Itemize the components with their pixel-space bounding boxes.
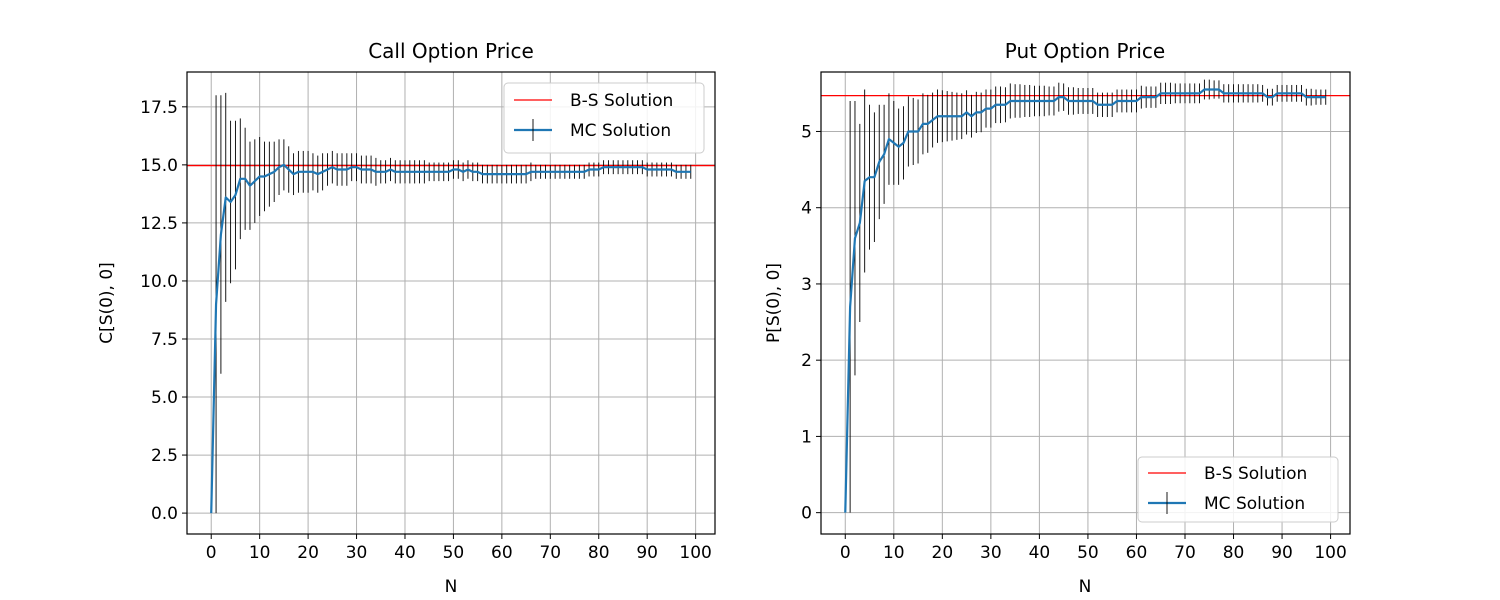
call-plot-frame — [186, 71, 716, 535]
call-x-tick-label: 70 — [539, 543, 561, 563]
put-y-tick-label: 3 — [801, 275, 812, 295]
call-chart-title: Call Option Price — [368, 39, 534, 63]
call-y-tick-label: 5.0 — [151, 388, 178, 408]
call-y-tick-label: 7.5 — [151, 330, 178, 350]
call-y-tick-label: 0.0 — [151, 504, 178, 524]
call-mc-series-line — [210, 163, 691, 514]
put-y-axis-label: P[S(0), 0] — [764, 263, 784, 343]
put-ticks: 0 10 20 30 40 50 60 70 80 90 100 0 1 2 3 4 5 — [801, 122, 1347, 563]
put-y-tick-label: 5 — [801, 122, 812, 142]
put-x-tick-label: 10 — [883, 543, 905, 563]
put-mc-series-line — [844, 88, 1326, 513]
put-x-tick-label: 80 — [1223, 543, 1245, 563]
call-x-tick-label: 10 — [249, 543, 271, 563]
call-x-tick-label: 20 — [297, 543, 319, 563]
put-option-panel: Put Option Price N P[S(0), 0] 0 10 20 30 40 5… — [764, 39, 1351, 597]
call-y-tick-label: 10.0 — [140, 272, 178, 292]
put-y-tick-label: 0 — [801, 504, 812, 524]
call-x-tick-label: 90 — [636, 543, 658, 563]
put-legend-box — [1137, 456, 1339, 523]
call-x-tick-label: 80 — [588, 543, 610, 563]
call-y-axis-label: C[S(0), 0] — [97, 262, 117, 344]
put-plot-frame — [820, 71, 1351, 535]
put-legend-bs-label: B-S Solution — [1204, 464, 1307, 484]
put-legend: B-S Solution MC Solution — [1137, 456, 1339, 523]
put-x-axis-label: N — [1079, 577, 1092, 597]
put-legend-mc-label: MC Solution — [1204, 494, 1305, 514]
put-y-tick-label: 4 — [801, 199, 812, 219]
call-legend-mc-label: MC Solution — [570, 121, 671, 141]
call-x-tick-label: 0 — [206, 543, 217, 563]
put-y-tick-label: 1 — [801, 427, 812, 447]
call-option-panel: Call Option Price N C[S(0), 0] 0 10 20 30 40… — [97, 39, 716, 597]
call-y-tick-label: 17.5 — [140, 98, 178, 118]
put-x-tick-label: 90 — [1271, 543, 1293, 563]
put-series-line-group — [844, 88, 1326, 513]
call-series-line-group — [210, 163, 691, 514]
call-x-tick-label: 40 — [394, 543, 416, 563]
call-legend-box — [503, 82, 705, 154]
put-x-tick-label: 60 — [1126, 543, 1148, 563]
call-x-tick-label: 60 — [491, 543, 513, 563]
call-ticks: 0 10 20 30 40 50 60 70 80 90 100 0.0 2.5 5.0 7.5 10.0 12… — [140, 98, 712, 563]
put-y-tick-label: 2 — [801, 351, 812, 371]
call-x-tick-label: 100 — [679, 543, 711, 563]
call-y-tick-label: 12.5 — [140, 214, 178, 234]
put-x-tick-label: 70 — [1174, 543, 1196, 563]
call-x-tick-label: 50 — [443, 543, 465, 563]
call-x-axis-label: N — [445, 577, 458, 597]
put-x-tick-label: 100 — [1314, 543, 1346, 563]
call-y-tick-label: 15.0 — [140, 156, 178, 176]
put-x-tick-label: 30 — [980, 543, 1002, 563]
put-chart-title: Put Option Price — [1005, 39, 1165, 63]
put-x-tick-label: 50 — [1077, 543, 1099, 563]
call-y-tick-label: 2.5 — [151, 446, 178, 466]
put-x-tick-label: 0 — [840, 543, 851, 563]
put-x-tick-label: 20 — [932, 543, 954, 563]
put-x-tick-label: 40 — [1029, 543, 1051, 563]
call-x-tick-label: 30 — [346, 543, 368, 563]
call-legend: B-S Solution MC Solution — [503, 82, 705, 154]
call-legend-bs-label: B-S Solution — [570, 91, 673, 111]
